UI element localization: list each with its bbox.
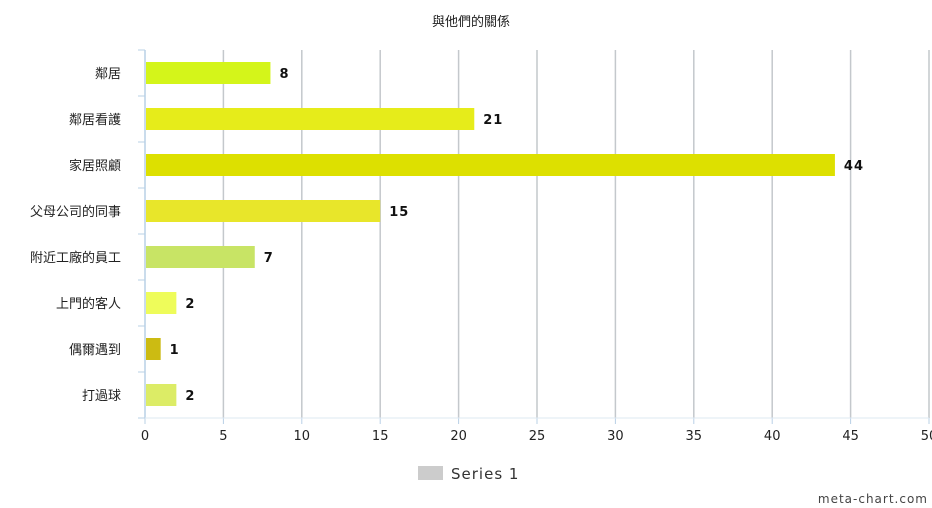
bar bbox=[146, 384, 176, 406]
data-label: 21 bbox=[483, 113, 503, 128]
bar bbox=[146, 200, 380, 222]
category-label: 上門的客人 bbox=[56, 296, 121, 312]
x-tick-label: 0 bbox=[141, 429, 149, 444]
grid-lines bbox=[223, 50, 929, 418]
category-label: 鄰居 bbox=[95, 67, 121, 82]
x-tick-label: 20 bbox=[450, 429, 467, 444]
bar bbox=[146, 154, 835, 176]
x-tick-label: 15 bbox=[372, 429, 389, 444]
category-label: 偶爾遇到 bbox=[69, 343, 121, 358]
data-label: 15 bbox=[389, 205, 409, 220]
meta-chart-credit: meta-chart.com bbox=[818, 492, 928, 506]
x-tick-label: 40 bbox=[764, 429, 781, 444]
data-label: 2 bbox=[185, 297, 195, 312]
bar bbox=[146, 108, 474, 130]
category-label: 父母公司的同事 bbox=[30, 204, 121, 220]
bar bbox=[146, 246, 255, 268]
chart-title: 與他們的關係 bbox=[432, 14, 510, 30]
axes bbox=[138, 50, 929, 424]
legend: Series 1 bbox=[418, 465, 519, 483]
bar bbox=[146, 338, 161, 360]
x-tick-label: 50 bbox=[921, 429, 932, 444]
bar bbox=[146, 292, 176, 314]
data-label: 1 bbox=[170, 343, 180, 358]
category-label: 附近工廠的員工 bbox=[30, 250, 121, 266]
bar bbox=[146, 62, 270, 84]
legend-swatch bbox=[418, 466, 443, 480]
data-label: 2 bbox=[185, 389, 195, 404]
category-label: 家居照顧 bbox=[69, 158, 121, 174]
x-tick-label: 25 bbox=[529, 429, 546, 444]
x-tick-label: 45 bbox=[842, 429, 859, 444]
x-tick-label: 30 bbox=[607, 429, 624, 444]
category-label: 打過球 bbox=[82, 389, 121, 404]
data-label: 7 bbox=[264, 251, 274, 266]
data-label: 8 bbox=[279, 67, 289, 82]
x-tick-label: 5 bbox=[219, 429, 227, 444]
category-label: 鄰居看護 bbox=[69, 112, 121, 128]
legend-label-series-1: Series 1 bbox=[451, 465, 519, 483]
x-tick-label: 35 bbox=[686, 429, 703, 444]
x-tick-label: 10 bbox=[294, 429, 311, 444]
data-label: 44 bbox=[844, 159, 864, 174]
